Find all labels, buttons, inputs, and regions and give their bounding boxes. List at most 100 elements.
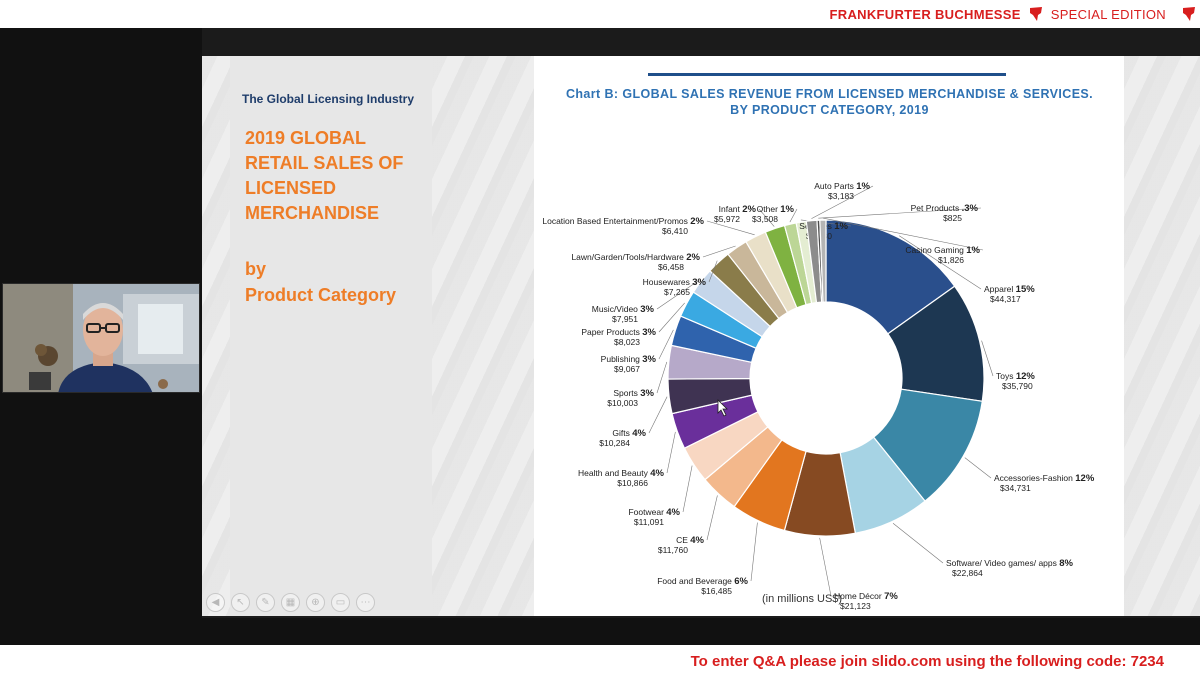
value-label: $22,864 [952, 568, 983, 578]
value-label: $5,972 [714, 214, 740, 224]
speaker-video-frame [3, 284, 199, 392]
heading-line: LICENSED [245, 178, 337, 198]
chart-title-line: BY PRODUCT CATEGORY, 2019 [730, 103, 929, 117]
background-pattern [202, 56, 230, 616]
grid-icon[interactable]: ▦ [281, 593, 300, 612]
donut-chart: Apparel 15%$44,317 Toys 12%$35,790 Accesso… [542, 181, 1094, 611]
value-label: $825 [943, 213, 962, 223]
value-label: $11,091 [634, 517, 664, 527]
leader-line [658, 302, 685, 333]
data-label: Casino Gaming 1% [905, 245, 980, 256]
leader-line [981, 340, 994, 377]
data-label: Lawn/Garden/Tools/Hardware 2% [571, 252, 700, 263]
leader-line [706, 220, 755, 236]
value-label: $10,284 [599, 438, 630, 448]
value-label: $3,508 [752, 214, 778, 224]
leader-line [822, 217, 984, 251]
chart-title: Chart B: GLOBAL SALES REVENUE FROM LICEN… [542, 86, 1117, 118]
data-label: Apparel 15% [984, 284, 1035, 295]
value-label: $35,790 [1002, 381, 1033, 391]
leader-line [818, 207, 982, 219]
value-label: $9,067 [614, 364, 640, 374]
data-label: Sports 3% [613, 388, 654, 399]
pie-slice-casino-gaming [819, 219, 827, 303]
leader-line [656, 361, 668, 394]
data-label: Music/Video 3% [592, 304, 655, 315]
data-label: Publishing 3% [601, 354, 657, 365]
subheading-line: Product Category [245, 285, 397, 305]
pen-icon[interactable]: ✎ [256, 593, 275, 612]
value-label: $3,183 [828, 191, 854, 201]
mouse-cursor-icon [717, 399, 728, 417]
leader-line [811, 185, 874, 219]
data-label: Health and Beauty 4% [578, 468, 665, 479]
chart-title-rule [648, 73, 1006, 76]
value-label: $34,731 [1000, 483, 1031, 493]
chart-title-line: Chart B: GLOBAL SALES REVENUE FROM LICEN… [565, 87, 1094, 101]
slide-canvas: The Global Licensing Industry 2019 GLOBA… [202, 56, 1200, 616]
leader-line [702, 245, 736, 258]
data-label: Paper Products 3% [581, 327, 656, 338]
brand-header: FRANKFURTER BUCHMESSE SPECIAL EDITION [830, 6, 1166, 22]
data-label: Pet Products .3% [911, 203, 979, 214]
leader-line [656, 279, 700, 310]
value-label: $8,023 [614, 337, 640, 347]
background-pattern [432, 56, 534, 616]
data-label: Gifts 4% [612, 428, 646, 439]
title-panel [230, 56, 432, 616]
industry-label: The Global Licensing Industry [242, 92, 415, 106]
value-label: $1,826 [938, 255, 964, 265]
data-label: Other 1% [757, 204, 795, 215]
value-label: $6,458 [658, 262, 684, 272]
value-label: $6,410 [662, 226, 688, 236]
leader-line [758, 208, 775, 227]
data-label: Infant 2% [719, 204, 757, 215]
heading-line: 2019 GLOBAL [245, 128, 367, 148]
pie-slice-apparel [825, 219, 956, 335]
data-label: Home Décor 7% [834, 591, 898, 602]
subheading-line: by [245, 259, 267, 279]
value-label: $11,760 [658, 545, 688, 555]
slide-toolbar: ◀ ↖ ✎ ▦ ⊕ ▭ ⋯ [206, 593, 375, 612]
leader-line [964, 457, 992, 479]
background-pattern [1124, 56, 1200, 616]
edition-label: SPECIAL EDITION [1050, 6, 1166, 22]
top-banner: FRANKFURTER BUCHMESSE SPECIAL EDITION [0, 0, 1200, 28]
data-label: Housewares 3% [643, 277, 707, 288]
data-label: CE 4% [676, 535, 704, 546]
leader-line [819, 537, 832, 597]
value-label: $7,265 [664, 287, 690, 297]
donut-hole [751, 303, 901, 453]
more-icon[interactable]: ⋯ [356, 593, 375, 612]
data-label: Food and Beverage 6% [657, 576, 748, 587]
brand-logo-icon [1029, 7, 1042, 21]
slide-heading: 2019 GLOBAL RETAIL SALES OF LICENSED MER… [245, 126, 425, 226]
shared-slide: The Global Licensing Industry 2019 GLOBA… [202, 28, 1200, 618]
value-label: $16,485 [701, 586, 732, 596]
value-label: $44,317 [990, 294, 1021, 304]
leader-line [706, 495, 718, 541]
leader-line [658, 329, 674, 360]
bottom-banner: To enter Q&A please join slido.com using… [0, 645, 1200, 675]
leader-line [750, 522, 758, 582]
zoom-icon[interactable]: ⊕ [306, 593, 325, 612]
value-label: $10,003 [607, 398, 638, 408]
value-label: $21,123 [840, 601, 871, 611]
value-label: $10,866 [617, 478, 648, 488]
slido-notice: To enter Q&A please join slido.com using… [690, 653, 1164, 670]
leader-line [899, 235, 982, 290]
data-label: Location Based Entertainment/Promos 2% [542, 216, 704, 227]
back-icon[interactable]: ◀ [206, 593, 225, 612]
value-label: $7,951 [612, 314, 638, 324]
data-label: Footwear 4% [628, 507, 680, 518]
heading-line: RETAIL SALES OF [245, 153, 404, 173]
leader-line [666, 431, 676, 474]
speaker-webcam[interactable] [2, 283, 200, 393]
brand-name: FRANKFURTER BUCHMESSE [829, 6, 1021, 22]
leader-line [648, 396, 668, 434]
heading-line: MERCHANDISE [245, 203, 380, 223]
data-label: Toys 12% [996, 371, 1035, 382]
subtitles-icon[interactable]: ▭ [331, 593, 350, 612]
pointer-icon[interactable]: ↖ [231, 593, 250, 612]
units-label: (in millions US$) [762, 593, 843, 605]
